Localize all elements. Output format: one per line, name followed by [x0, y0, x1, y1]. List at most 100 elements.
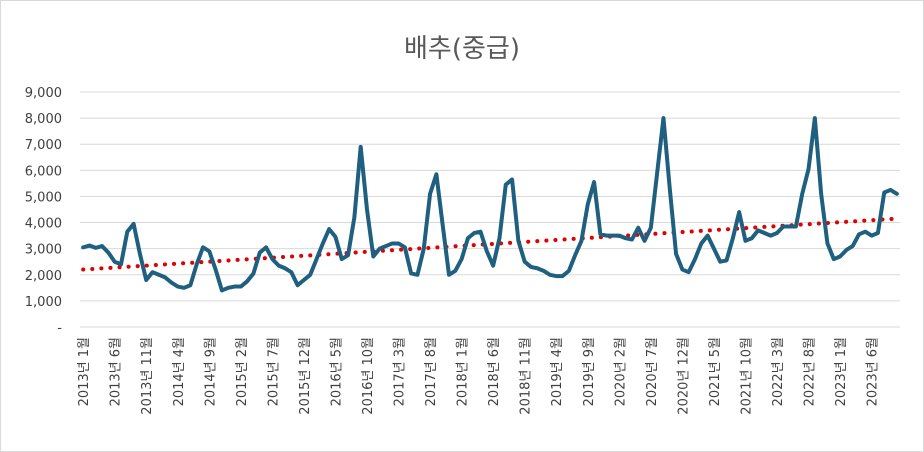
data-point: [826, 242, 829, 245]
y-tick-label: 9,000: [25, 86, 62, 101]
data-point: [271, 258, 274, 261]
data-point: [731, 237, 734, 240]
data-point: [738, 211, 741, 214]
data-point: [113, 260, 116, 263]
data-point: [801, 192, 804, 195]
data-point: [82, 246, 85, 249]
data-point: [776, 232, 779, 235]
data-point: [347, 254, 350, 257]
data-point: [864, 230, 867, 233]
data-point: [687, 271, 690, 274]
data-point: [744, 239, 747, 242]
x-tick-label: 2018년 11월: [519, 337, 534, 415]
x-tick-label: 2020년 2월: [613, 337, 628, 406]
y-tick-label: 7,000: [25, 138, 62, 153]
data-point: [542, 269, 545, 272]
data-point: [895, 192, 898, 195]
data-point: [700, 242, 703, 245]
data-point: [454, 269, 457, 272]
x-tick-label: 2014년 4월: [172, 337, 187, 406]
data-point: [120, 263, 123, 266]
chart-title: 배추(중급): [404, 34, 520, 64]
y-tick-label: -: [57, 321, 62, 336]
data-point: [523, 260, 526, 263]
data-point: [517, 239, 520, 242]
y-tick-label: 1,000: [25, 295, 62, 310]
x-tick-label: 2015년 12월: [298, 337, 313, 415]
trendline-layer: [81, 216, 899, 272]
data-point: [820, 192, 823, 195]
data-point: [403, 246, 406, 249]
data-point: [605, 234, 608, 237]
trendline: [81, 216, 899, 272]
data-point: [618, 234, 621, 237]
data-point: [668, 187, 671, 190]
data-point: [712, 247, 715, 250]
data-point: [656, 171, 659, 174]
series-line: [81, 116, 899, 293]
data-point: [340, 258, 343, 261]
data-point: [246, 280, 249, 283]
data-point: [258, 251, 261, 254]
data-point: [189, 284, 192, 287]
series-layer: [81, 116, 899, 293]
x-tick-label: 2018년 1월: [456, 337, 471, 406]
grid-layer: [80, 91, 900, 328]
x-tick-label: 2023년 1월: [834, 337, 849, 406]
data-point: [252, 272, 255, 275]
data-point: [315, 258, 318, 261]
x-tick-label: 2022년 8월: [803, 337, 818, 406]
data-point: [851, 245, 854, 248]
data-point: [157, 273, 160, 276]
data-point: [138, 252, 141, 255]
data-point: [170, 281, 173, 284]
data-point: [88, 244, 91, 247]
data-point: [479, 230, 482, 233]
x-tick-label: 2023년 6월: [866, 337, 881, 406]
data-point: [309, 273, 312, 276]
x-tick-label: 2017년 8월: [424, 337, 439, 406]
data-point: [233, 285, 236, 288]
data-point: [593, 181, 596, 184]
data-point: [630, 238, 633, 241]
data-point: [807, 168, 810, 171]
data-point: [94, 246, 97, 249]
data-point: [220, 289, 223, 292]
data-point: [397, 242, 400, 245]
data-point: [353, 216, 356, 219]
data-point: [277, 264, 280, 267]
x-tick-label: 2015년 7월: [266, 337, 281, 406]
data-point: [782, 225, 785, 228]
y-tick-label: 3,000: [25, 243, 62, 258]
y-tick-label: 6,000: [25, 164, 62, 179]
data-point: [214, 268, 217, 271]
data-point: [372, 255, 375, 258]
data-point: [378, 247, 381, 250]
data-point: [391, 242, 394, 245]
data-point: [637, 226, 640, 229]
data-point: [757, 229, 760, 232]
data-point: [681, 268, 684, 271]
data-point: [151, 271, 154, 274]
data-point: [889, 188, 892, 191]
data-point: [769, 234, 772, 237]
data-point: [643, 239, 646, 242]
data-point: [321, 242, 324, 245]
data-point: [195, 263, 198, 266]
data-point: [441, 224, 444, 227]
data-point: [492, 264, 495, 267]
data-point: [302, 279, 305, 282]
data-point: [883, 191, 886, 194]
x-tick-label: 2020년 12월: [676, 337, 691, 415]
data-point: [548, 273, 551, 276]
data-point: [473, 232, 476, 235]
data-point: [164, 276, 167, 279]
x-tick-label: 2020년 7월: [645, 337, 660, 406]
x-tick-label: 2018년 6월: [487, 337, 502, 406]
data-point: [359, 145, 362, 148]
data-point: [328, 228, 331, 231]
data-point: [284, 267, 287, 270]
data-point: [107, 251, 110, 254]
